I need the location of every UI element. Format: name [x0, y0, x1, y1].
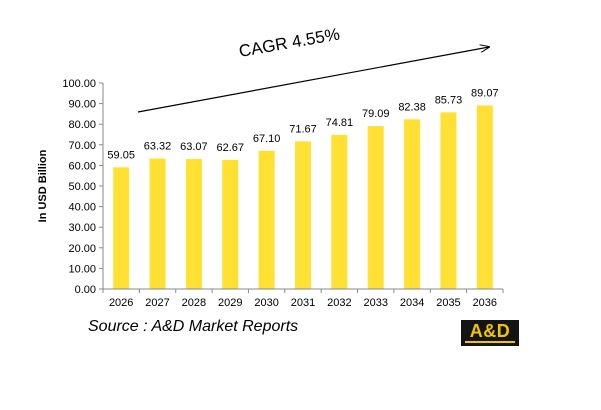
bar-value-label: 79.09 — [362, 108, 390, 120]
x-tick-label: 2029 — [218, 297, 242, 309]
logo-mark: A&D — [469, 321, 511, 341]
bar-value-label: 85.73 — [435, 94, 463, 106]
y-tick-label: 0.00 — [75, 284, 96, 296]
y-tick-label: 40.00 — [68, 202, 96, 214]
bar-value-label: 62.67 — [217, 142, 245, 154]
bar-value-label: 82.38 — [398, 101, 426, 113]
x-tick-label: 2035 — [436, 297, 460, 309]
x-tick-label: 2031 — [291, 297, 315, 309]
x-tick-label: 2026 — [109, 297, 133, 309]
bar-value-label: 59.05 — [107, 149, 135, 161]
bar-2026 — [113, 167, 130, 289]
bar-2034 — [404, 119, 421, 289]
bar-value-labels: 59.05 63.32 63.07 62.67 67.10 71.67 74.81 79.09… — [107, 88, 498, 162]
x-tick-label: 2032 — [327, 297, 351, 309]
y-tick-label: 100.00 — [62, 78, 96, 90]
bar-2031 — [295, 141, 311, 289]
x-axis-ticks: 2026 2027 2028 2029 2030 2031 2032 2033 2034 2035… — [102, 289, 504, 309]
x-tick-label: 2033 — [363, 297, 387, 309]
logo-stripe — [465, 341, 515, 343]
x-tick-label: 2030 — [254, 297, 278, 309]
brand-logo: A&D — [461, 320, 519, 346]
bar-2030 — [258, 150, 275, 289]
bars-group — [113, 105, 493, 289]
x-tick-label: 2027 — [145, 297, 169, 309]
bar-2028 — [185, 159, 202, 289]
bar-2032 — [331, 134, 348, 289]
bar-value-label: 71.67 — [289, 123, 317, 135]
y-tick-label: 10.00 — [68, 263, 96, 275]
y-tick-label: 20.00 — [68, 243, 96, 255]
y-tick-label: 90.00 — [68, 99, 96, 111]
bar-2035 — [440, 112, 457, 289]
bar-2033 — [367, 126, 384, 289]
bar-value-label: 74.81 — [326, 117, 354, 129]
cagr-trend-arrow — [137, 47, 489, 113]
bar-value-label: 89.07 — [471, 88, 499, 100]
y-axis-ticks: 0.00 10.00 20.00 30.00 40.00 50.00 60.00 70.00 8… — [62, 78, 103, 296]
bar-value-label: 63.07 — [180, 141, 208, 153]
bar-2027 — [149, 158, 166, 289]
source-note: Source : A&D Market Reports — [88, 318, 299, 335]
x-tick-label: 2028 — [182, 297, 206, 309]
cagr-annotation: CAGR 4.55% — [237, 25, 341, 61]
y-tick-label: 70.00 — [68, 140, 96, 152]
bar-value-label: 67.10 — [253, 133, 281, 145]
x-tick-label: 2036 — [473, 297, 497, 309]
y-tick-label: 60.00 — [68, 160, 96, 172]
bar-2029 — [222, 159, 239, 289]
bar-2036 — [476, 105, 493, 289]
bar-value-label: 63.32 — [144, 141, 172, 153]
y-axis-label: In USD Billion — [37, 149, 49, 222]
y-tick-label: 80.00 — [68, 119, 96, 131]
x-tick-label: 2034 — [400, 297, 424, 309]
y-tick-label: 50.00 — [68, 181, 96, 193]
y-tick-label: 30.00 — [68, 222, 96, 234]
